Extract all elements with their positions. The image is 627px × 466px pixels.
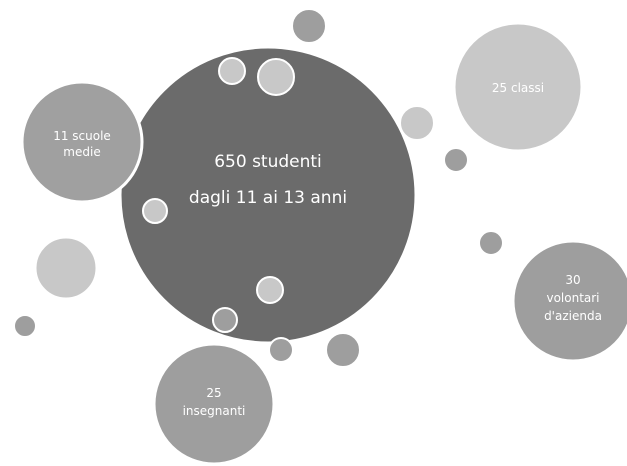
studenti-line-2: dagli 11 ai 13 anni: [189, 188, 347, 208]
volontari-line-1: 30: [565, 273, 580, 287]
studenti-line-1: 650 studenti: [214, 152, 322, 172]
bubble-volontari: [511, 239, 627, 363]
scuole-line-2: medie: [63, 145, 100, 159]
scuole-line-1: 11 scuole: [53, 129, 111, 143]
volontari-line-2: volontari: [546, 291, 599, 305]
bubble-decorative-left: [33, 235, 99, 301]
bubble-small-bottom-right: [325, 332, 361, 368]
bubble-small-top-left: [218, 57, 246, 85]
bubble-small-bottom-left: [212, 307, 238, 333]
bubble-small-top-center: [257, 58, 295, 96]
bubble-insegnanti: [152, 342, 276, 466]
bubble-classi: [452, 21, 584, 153]
insegnanti-line-2: insegnanti: [183, 404, 246, 418]
bubble-small-right-mid: [443, 147, 469, 173]
volontari-line-3: d'azienda: [544, 309, 602, 323]
bubble-small-left-inner: [142, 198, 168, 224]
bubble-small-bottom-inner: [256, 276, 284, 304]
bubble-small-top: [291, 8, 327, 44]
classi-line-1: 25 classi: [492, 81, 544, 95]
bubble-scuole-medie: [20, 80, 144, 204]
bubble-small-far-left: [13, 314, 37, 338]
bubble-small-bottom-mid: [268, 337, 294, 363]
bubble-small-right-upper: [399, 105, 435, 141]
bubble-small-right-lower: [478, 230, 504, 256]
bubble-studenti: [118, 45, 418, 345]
insegnanti-line-1: 25: [206, 386, 221, 400]
